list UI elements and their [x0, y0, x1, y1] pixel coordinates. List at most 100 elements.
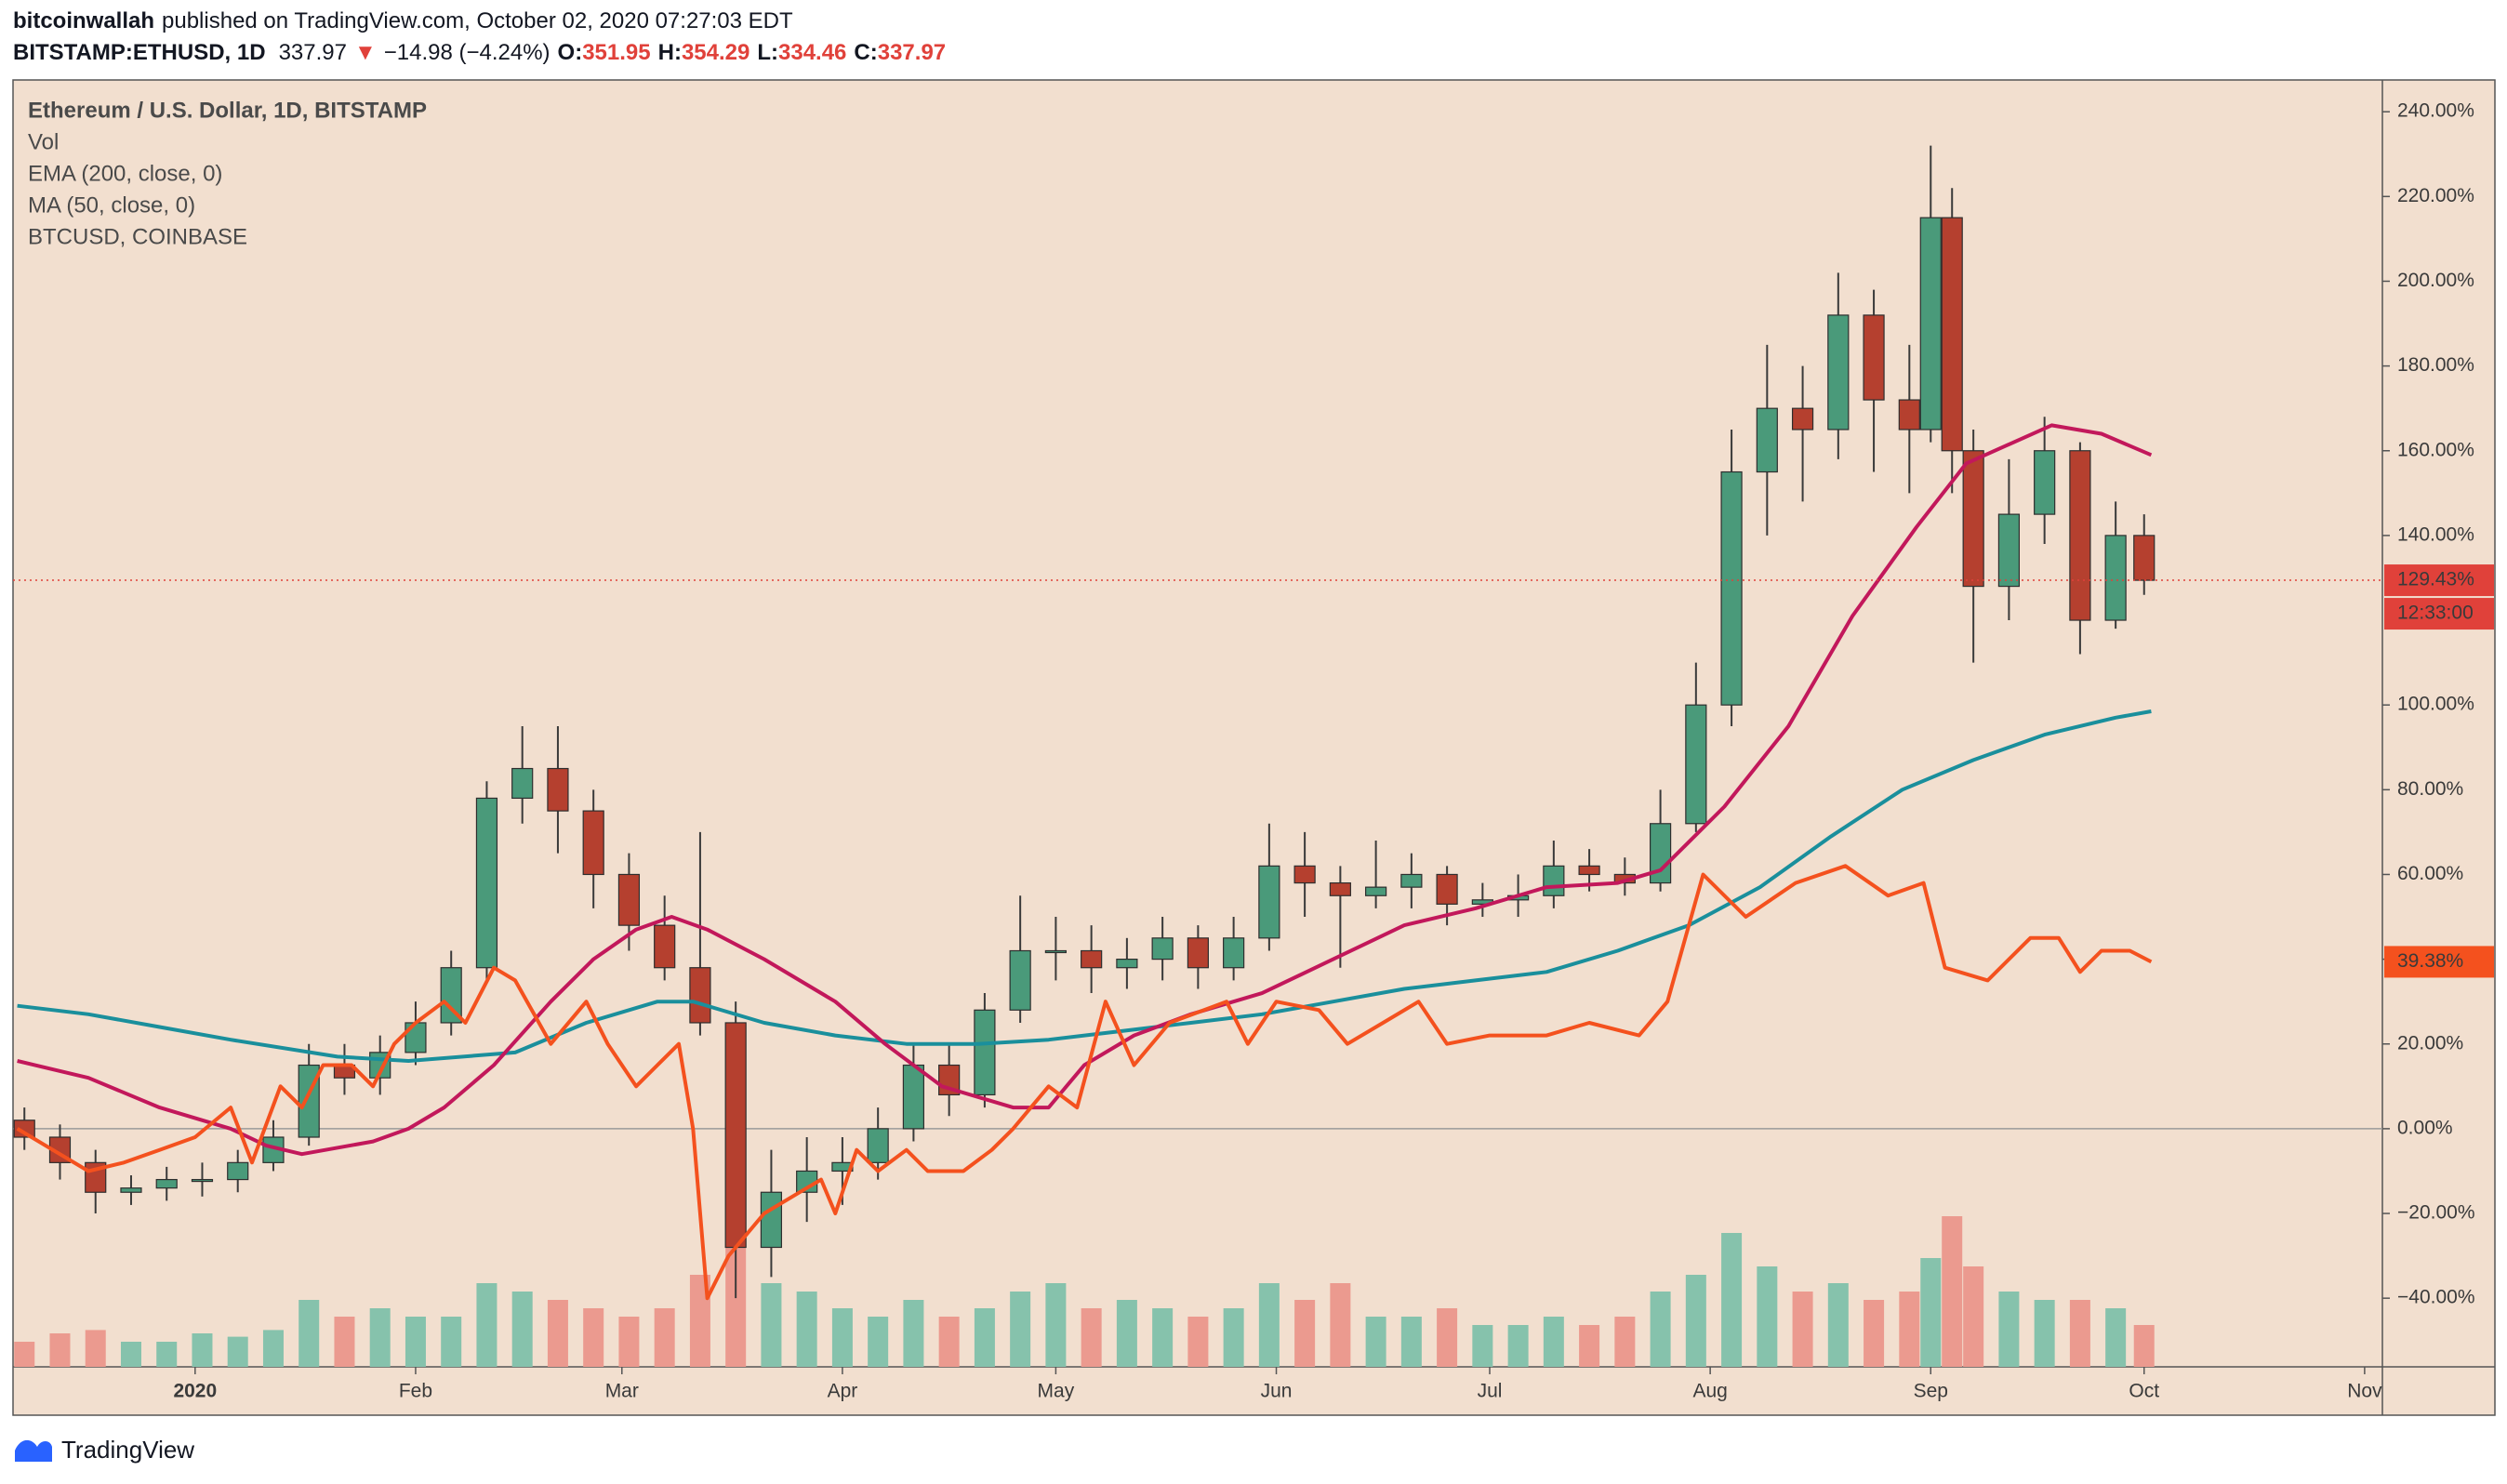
volume-bar: [2105, 1308, 2127, 1367]
volume-bar: [1437, 1308, 1458, 1367]
volume-bar: [938, 1317, 960, 1367]
candle-body: [1329, 881, 1351, 896]
logo: [15, 1439, 52, 1462]
candle-body: [227, 1161, 249, 1181]
y-tick-label: 60.00%: [2397, 863, 2463, 884]
volume-bar: [2069, 1300, 2090, 1367]
candle-body: [1791, 407, 1814, 431]
symbol: BITSTAMP:ETHUSD, 1D: [13, 40, 266, 65]
volume-bar: [14, 1342, 35, 1367]
y-tick-label: 100.00%: [2397, 694, 2474, 715]
candle-body: [1685, 704, 1707, 825]
volume-bar: [689, 1275, 710, 1367]
volume-bar: [298, 1300, 320, 1367]
volume-bar: [1294, 1300, 1316, 1367]
x-tick-label: Apr: [828, 1381, 858, 1402]
indicator-line: [16, 864, 2153, 1301]
candle-body: [1400, 873, 1423, 888]
volume-bar: [1330, 1283, 1351, 1367]
candle-body: [617, 873, 641, 926]
volume-bar: [903, 1300, 924, 1367]
volume-bar: [120, 1342, 141, 1367]
candle-body: [440, 967, 462, 1024]
y-tick-label: 20.00%: [2397, 1032, 2463, 1053]
candle-body: [724, 1022, 747, 1249]
volume-bar: [583, 1308, 604, 1367]
volume-bar: [1757, 1266, 1778, 1367]
candle-body: [902, 1064, 925, 1130]
candle-body: [1187, 937, 1209, 969]
volume-bar: [1579, 1325, 1600, 1367]
volume-bar: [1365, 1317, 1386, 1367]
candle-body: [2104, 535, 2127, 621]
volume-bar: [1920, 1258, 1942, 1367]
x-tick-label: May: [1038, 1381, 1075, 1402]
candle-body: [1997, 513, 2021, 588]
volume-bar: [1899, 1292, 1920, 1367]
x-tick-label: Sep: [1914, 1381, 1948, 1402]
candle-body: [689, 967, 711, 1024]
candle-body: [1898, 399, 1920, 431]
x-tick-label: Mar: [605, 1381, 639, 1402]
volume-bar: [405, 1317, 426, 1367]
candle-body: [13, 1120, 35, 1138]
volume-bar: [511, 1292, 533, 1367]
volume-bar: [1010, 1292, 1031, 1367]
l-value: 334.46: [778, 40, 846, 65]
volume-bar: [1721, 1233, 1743, 1367]
candle-body: [1258, 865, 1280, 939]
volume-bar: [1650, 1292, 1671, 1367]
countdown-label: 12:33:00: [2397, 603, 2474, 624]
candle-body: [1151, 937, 1174, 961]
candle-body: [1081, 949, 1103, 969]
countdown-badge: [2384, 598, 2494, 630]
volume-bar: [441, 1317, 462, 1367]
candle-body: [2069, 450, 2091, 621]
candle-body: [1720, 470, 1743, 706]
candle-body: [511, 767, 534, 800]
l-label: L:: [757, 40, 778, 65]
y-tick-label: 80.00%: [2397, 778, 2463, 800]
change: −14.98 (−4.24%): [384, 40, 550, 65]
candle-body: [1543, 865, 1565, 896]
candle-body: [1756, 407, 1778, 473]
author: bitcoinwallah: [13, 8, 154, 33]
arrow: ▼: [354, 40, 377, 65]
candle-body: [155, 1178, 178, 1189]
legend-title: Ethereum / U.S. Dollar, 1D, BITSTAMP: [28, 98, 427, 123]
volume-bar: [1792, 1292, 1813, 1367]
published: published on TradingView.com, October 02…: [162, 8, 793, 33]
candle-body: [1919, 217, 1942, 431]
chart-frame: [12, 79, 2496, 1416]
volume-bar: [2133, 1325, 2155, 1367]
volume-bar: [547, 1300, 568, 1367]
x-tick-label: Feb: [399, 1381, 432, 1402]
volume-bar: [2034, 1300, 2055, 1367]
indicator-line: [17, 423, 2153, 1157]
candle-body: [1962, 450, 1984, 588]
candle-body: [1863, 314, 1885, 401]
volume-bar: [262, 1330, 284, 1367]
volume-layer: [14, 1208, 2155, 1367]
volume-bar: [49, 1333, 71, 1367]
y-tick-label: 160.00%: [2397, 439, 2474, 460]
volume-bar: [1045, 1283, 1067, 1367]
candle-body: [1116, 959, 1138, 969]
o-value: 351.95: [582, 40, 650, 65]
axis-layer: 240.00% 220.00% 200.00% 180.00% 160.00% 140.0…: [173, 100, 2494, 1402]
x-tick-label: Aug: [1692, 1381, 1727, 1402]
y-tick-label: 140.00%: [2397, 523, 2474, 545]
c-value: 337.97: [878, 40, 946, 65]
volume-bar: [1081, 1308, 1102, 1367]
y-tick-label: 240.00%: [2397, 100, 2474, 122]
candle-body: [1044, 949, 1067, 954]
volume-bar: [1998, 1292, 2020, 1367]
candle-body: [1827, 314, 1850, 431]
candle-body: [974, 1009, 996, 1096]
candle-body: [1649, 823, 1672, 884]
candle-body: [1223, 937, 1245, 969]
volume-bar: [618, 1317, 640, 1367]
volume-bar: [1400, 1317, 1422, 1367]
volume-bar: [761, 1283, 782, 1367]
